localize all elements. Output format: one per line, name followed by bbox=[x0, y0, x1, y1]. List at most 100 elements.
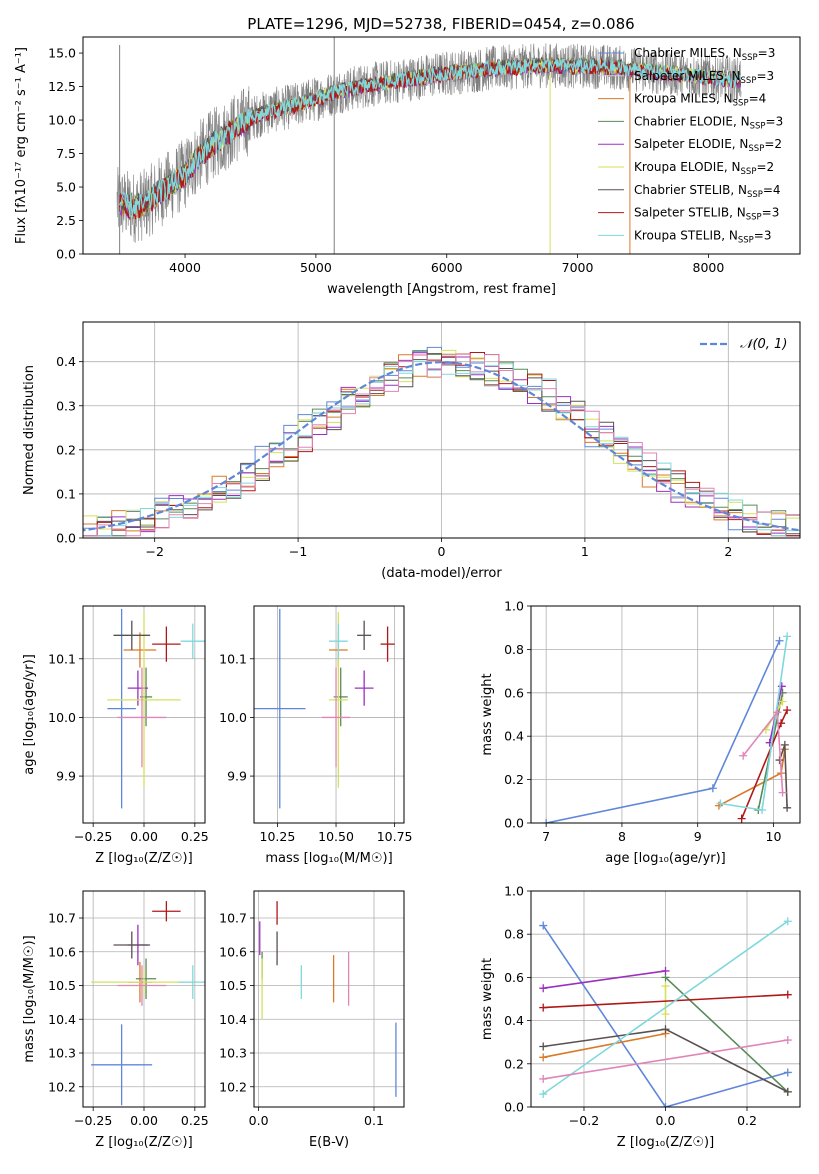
x-tick-label: 6000 bbox=[431, 260, 463, 275]
errorbar-salpeter-stelib bbox=[380, 626, 395, 662]
series-chabrier-stelib bbox=[775, 740, 792, 812]
y-tick-label: 10.2 bbox=[48, 1079, 76, 1094]
series-marker bbox=[539, 984, 548, 993]
panel-spectrum: 4000 5000 6000 7000 8000 0.0 2.5 5.0 7.5 10.0 12.5… bbox=[14, 36, 801, 297]
legend-label: Salpeter STELIB, NSSP=3 bbox=[634, 206, 779, 223]
series-line bbox=[546, 640, 781, 823]
panel-mass_vs_Z: −0.25 0.00 0.25 10.2 10.3 10.4 10.5 10.6 10.7 Z [… bbox=[22, 890, 209, 1150]
legend-label: Chabrier ELODIE, NSSP=3 bbox=[634, 114, 783, 131]
panel-residuals: −2 −1 0 1 2 0.0 0.1 0.2 0.3 0.4 (data-model)/error… bbox=[22, 321, 801, 581]
series-marker bbox=[783, 803, 792, 812]
y-tick-label: 0.1 bbox=[56, 486, 76, 501]
series-marker bbox=[775, 636, 784, 645]
y-axis-label: mass weight bbox=[480, 958, 495, 1040]
panel-mass_vs_EBV: 0.0 0.1 10.2 10.3 10.4 10.5 10.6 10.7 E(B-V) bbox=[219, 890, 405, 1150]
series-marker bbox=[708, 784, 717, 793]
legend-label: Chabrier MILES, NSSP=3 bbox=[634, 46, 775, 63]
series-pink bbox=[539, 1036, 792, 1083]
series-pink bbox=[739, 708, 787, 797]
series-marker bbox=[778, 697, 787, 706]
plot-area-age_vs_mass bbox=[254, 608, 395, 809]
series-kroupa-elodie bbox=[661, 982, 670, 1019]
series-marker bbox=[773, 708, 782, 717]
axes-frame bbox=[253, 605, 405, 824]
x-axis-label: E(B-V) bbox=[309, 1135, 349, 1150]
x-tick-label: 9 bbox=[694, 829, 702, 844]
series-marker bbox=[661, 966, 670, 975]
y-tick-label: 0.4 bbox=[504, 729, 524, 744]
series-marker bbox=[539, 1053, 548, 1062]
axes-frame bbox=[82, 890, 206, 1108]
errorbar-chabrier-stelib bbox=[357, 620, 372, 650]
y-tick-label: 0.4 bbox=[56, 354, 76, 369]
series-marker bbox=[539, 1090, 548, 1099]
x-axis-label: Z [log₁₀(Z/Z☉)] bbox=[617, 1135, 714, 1150]
x-tick-label: 0.2 bbox=[737, 1113, 757, 1128]
series-line bbox=[543, 1032, 666, 1059]
y-tick-label: 10.5 bbox=[219, 978, 247, 993]
y-axis-label: Flux [fλ10⁻¹⁷ erg cm⁻² s⁻¹ A⁻¹] bbox=[14, 47, 29, 244]
legend-label: 𝒩(0, 1) bbox=[740, 337, 787, 352]
y-axis-label: mass weight bbox=[480, 673, 495, 755]
x-axis-label: Z [log₁₀(Z/Z☉)] bbox=[95, 851, 192, 866]
series-marker bbox=[783, 1068, 792, 1077]
y-tick-label: 10.7 bbox=[219, 911, 247, 926]
series-chabrier-elodie bbox=[661, 973, 792, 1096]
series-line bbox=[542, 920, 789, 1095]
errorbar-pink bbox=[321, 667, 351, 768]
series-marker bbox=[716, 799, 725, 808]
y-axis-label: age [log₁₀(age/yr)] bbox=[22, 654, 37, 775]
legend-spectrum: Chabrier MILES, NSSP=3 Salpeter MILES, NS… bbox=[598, 46, 783, 245]
x-axis-label: Z [log₁₀(Z/Z☉)] bbox=[95, 1135, 192, 1150]
legend-label: Kroupa STELIB, NSSP=3 bbox=[634, 228, 772, 245]
series-marker bbox=[739, 751, 748, 760]
errorbar-pink bbox=[117, 667, 167, 768]
errorbar-kroupa-stelib bbox=[180, 623, 205, 659]
errorbar-salpeter-stelib bbox=[152, 901, 181, 922]
y-tick-label: 1.0 bbox=[504, 884, 524, 899]
y-tick-label: 10.0 bbox=[48, 710, 76, 725]
series-marker bbox=[542, 819, 551, 823]
series-kroupa-miles bbox=[714, 745, 789, 810]
series-kroupa-miles bbox=[539, 1029, 670, 1062]
y-tick-label: 10.2 bbox=[219, 1079, 247, 1094]
y-tick-label: 0.6 bbox=[504, 685, 524, 700]
y-tick-label: 12.5 bbox=[48, 79, 76, 94]
plot-area-mass_vs_EBV bbox=[259, 901, 397, 1097]
x-tick-label: −0.2 bbox=[569, 1113, 599, 1128]
x-tick-label: 4000 bbox=[169, 260, 201, 275]
x-tick-label: 7000 bbox=[562, 260, 594, 275]
y-tick-label: 0.0 bbox=[56, 531, 76, 546]
y-tick-label: 5.0 bbox=[56, 180, 76, 195]
x-tick-label: 0.00 bbox=[130, 829, 158, 844]
axes-frame bbox=[82, 36, 801, 255]
x-tick-label: 1 bbox=[581, 544, 589, 559]
x-tick-label: 0 bbox=[438, 544, 446, 559]
x-tick-label: 10 bbox=[766, 829, 782, 844]
x-tick-label: 10.25 bbox=[260, 829, 296, 844]
y-tick-label: 9.9 bbox=[227, 769, 247, 784]
errorbar-kroupa-stelib bbox=[329, 623, 348, 659]
x-axis-label: (data-model)/error bbox=[381, 566, 502, 581]
y-tick-label: 9.9 bbox=[56, 769, 76, 784]
x-tick-label: 0.25 bbox=[181, 1113, 209, 1128]
errorbar-chabrier-stelib bbox=[113, 931, 151, 959]
series-chabrier-miles bbox=[542, 636, 784, 823]
y-tick-label: 0.2 bbox=[504, 1056, 524, 1071]
series-marker bbox=[783, 632, 792, 641]
series-marker bbox=[780, 740, 789, 749]
series-marker bbox=[539, 921, 548, 930]
y-tick-label: 10.1 bbox=[219, 651, 247, 666]
y-tick-label: 0.8 bbox=[504, 642, 524, 657]
figure-title: PLATE=1296, MJD=52738, FIBERID=0454, z=0… bbox=[247, 15, 634, 33]
series-marker bbox=[661, 1010, 670, 1019]
series-marker bbox=[783, 1087, 792, 1096]
x-axis-label: wavelength [Angstrom, rest frame] bbox=[327, 282, 556, 297]
axes-frame bbox=[82, 321, 801, 539]
y-tick-label: 10.4 bbox=[48, 1012, 76, 1027]
x-tick-label: 0.25 bbox=[181, 829, 209, 844]
y-tick-label: 10.1 bbox=[48, 651, 76, 666]
plot-area-age_vs_Z bbox=[107, 608, 205, 809]
errorbar-chabrier-miles bbox=[107, 608, 136, 809]
errorbar-kroupa-stelib bbox=[178, 965, 205, 999]
